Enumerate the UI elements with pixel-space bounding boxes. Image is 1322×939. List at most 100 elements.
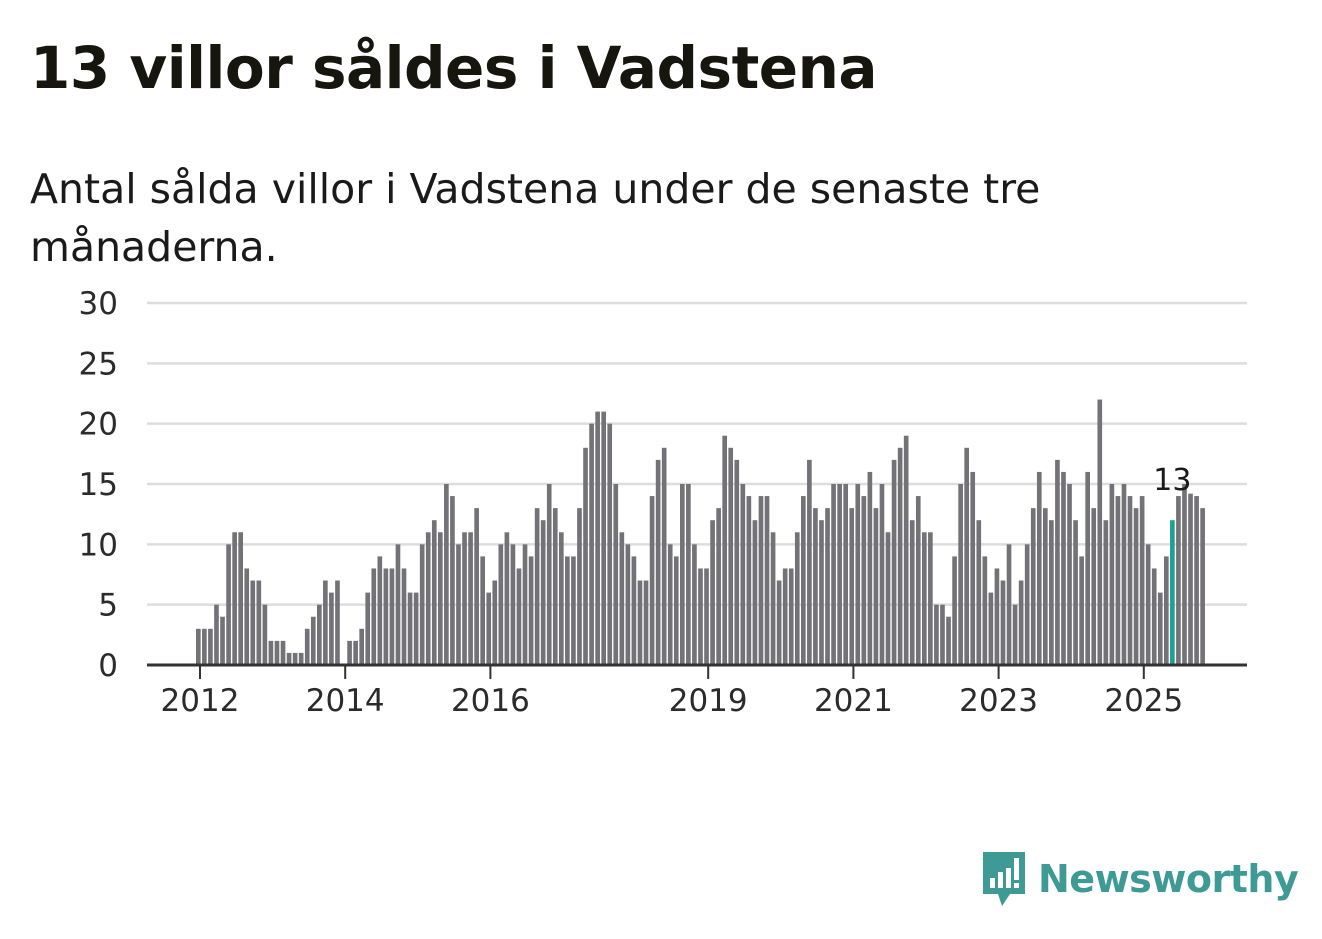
- bar: [746, 496, 752, 665]
- bar: [1194, 496, 1199, 665]
- bar: [946, 616, 951, 665]
- bar: [577, 508, 582, 665]
- bar: [855, 484, 861, 665]
- bar: [607, 423, 613, 665]
- bar: [1091, 508, 1097, 665]
- bar: [1000, 580, 1006, 665]
- bar: [444, 484, 449, 665]
- bar: [280, 640, 286, 665]
- bar: [395, 544, 401, 665]
- bar: [1085, 471, 1090, 665]
- bar: [1133, 508, 1139, 665]
- bar: [274, 640, 280, 665]
- bar: [310, 616, 316, 665]
- bar: [734, 459, 740, 665]
- bar: [298, 652, 304, 665]
- bar: [1182, 484, 1187, 665]
- bar: [1024, 544, 1030, 665]
- bar: [552, 508, 558, 665]
- bar: [1006, 544, 1012, 665]
- bar: [365, 592, 371, 665]
- bar: [1151, 568, 1157, 665]
- bar: [425, 532, 431, 665]
- newsworthy-logo-icon: [983, 852, 1025, 906]
- bar: [934, 604, 939, 665]
- bar: [879, 484, 885, 665]
- bar: [480, 556, 485, 665]
- bar: [347, 640, 352, 665]
- bar: [1030, 508, 1036, 665]
- bar: [861, 496, 867, 665]
- bar: [419, 544, 425, 665]
- chart-subtitle: Antal sålda villor i Vadstena under de s…: [30, 165, 1041, 271]
- bar: [758, 496, 764, 665]
- data-label: 13: [1153, 463, 1191, 498]
- bar: [450, 496, 455, 665]
- bar: [680, 484, 685, 665]
- y-tick-label: 25: [79, 346, 118, 382]
- bar: [619, 532, 625, 665]
- bar: [1012, 604, 1018, 665]
- bar: [438, 532, 443, 665]
- x-tick-label: 2021: [814, 683, 893, 719]
- bar: [1176, 496, 1181, 665]
- bar: [238, 532, 243, 665]
- bar: [976, 520, 982, 665]
- bar: [250, 580, 256, 665]
- bar: [401, 568, 407, 665]
- bar-highlight: [1170, 520, 1175, 665]
- x-tick-label: 2023: [959, 683, 1038, 719]
- bar: [1036, 471, 1042, 665]
- bar: [661, 447, 667, 665]
- bar: [788, 568, 794, 665]
- bar: [492, 580, 498, 665]
- x-tick-label: 2025: [1104, 683, 1183, 719]
- bar: [994, 568, 1000, 665]
- page-title: 13 villor såldes i Vadstena: [30, 34, 878, 102]
- bar: [1164, 556, 1169, 665]
- bar: [516, 568, 522, 665]
- bar: [770, 532, 776, 665]
- bar: [1103, 520, 1109, 665]
- bar: [970, 471, 976, 665]
- bar: [389, 568, 395, 665]
- bar: [988, 592, 994, 665]
- bar: [540, 520, 546, 665]
- bar: [813, 508, 818, 665]
- bar: [359, 628, 364, 665]
- bar: [462, 532, 467, 665]
- bar: [383, 568, 389, 665]
- bar: [1139, 496, 1145, 665]
- bar: [534, 508, 540, 665]
- bar: [631, 556, 637, 665]
- bar: [1188, 493, 1193, 665]
- bar: [595, 411, 600, 665]
- y-tick-label: 30: [79, 286, 118, 322]
- bar: [353, 640, 358, 665]
- bar: [637, 580, 643, 665]
- bar: [601, 411, 606, 665]
- bar: [262, 604, 268, 665]
- bar: [286, 652, 292, 665]
- bars: [196, 399, 1205, 665]
- y-tick-label: 20: [79, 407, 118, 443]
- bar: [583, 447, 588, 665]
- y-axis-ticks: 0 5 10 15 20 25 30: [79, 286, 118, 684]
- bar: [1079, 556, 1084, 665]
- bar: [776, 580, 782, 665]
- bar: [292, 652, 298, 665]
- bar: [643, 580, 649, 665]
- bar: [1043, 508, 1048, 665]
- bar: [710, 520, 715, 665]
- bar: [915, 496, 921, 665]
- bar: [843, 484, 848, 665]
- bar: [940, 604, 945, 665]
- bar: [928, 532, 933, 665]
- bar: [964, 447, 969, 665]
- bar: [214, 604, 219, 665]
- x-tick-label: 2019: [669, 683, 748, 719]
- bar: [903, 435, 909, 665]
- bar: [722, 435, 727, 665]
- bar: [698, 568, 703, 665]
